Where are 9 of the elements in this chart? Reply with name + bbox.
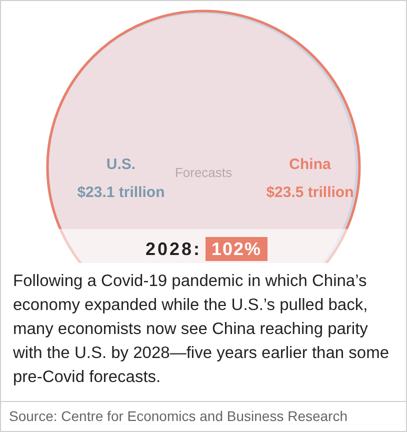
- category-label: U.S.: [106, 156, 136, 173]
- source-note: Source: Centre for Economics and Business Research: [1, 401, 406, 430]
- text: Following a Covid-19 pandemic in which China’s economy expanded while the U.S.’s pulled back, many economists now see China reaching parity with the U.S. by 2028—five years earlier than some pre-Covid forecasts.: [13, 271, 390, 388]
- data-label: $23.5 trillion: [266, 184, 354, 201]
- text: 2028:: [145, 239, 202, 259]
- text: 102%: [211, 239, 262, 259]
- text: Forecasts: [174, 165, 233, 180]
- category-label: China: [289, 156, 332, 173]
- data-label: $23.1 trillion: [77, 184, 165, 201]
